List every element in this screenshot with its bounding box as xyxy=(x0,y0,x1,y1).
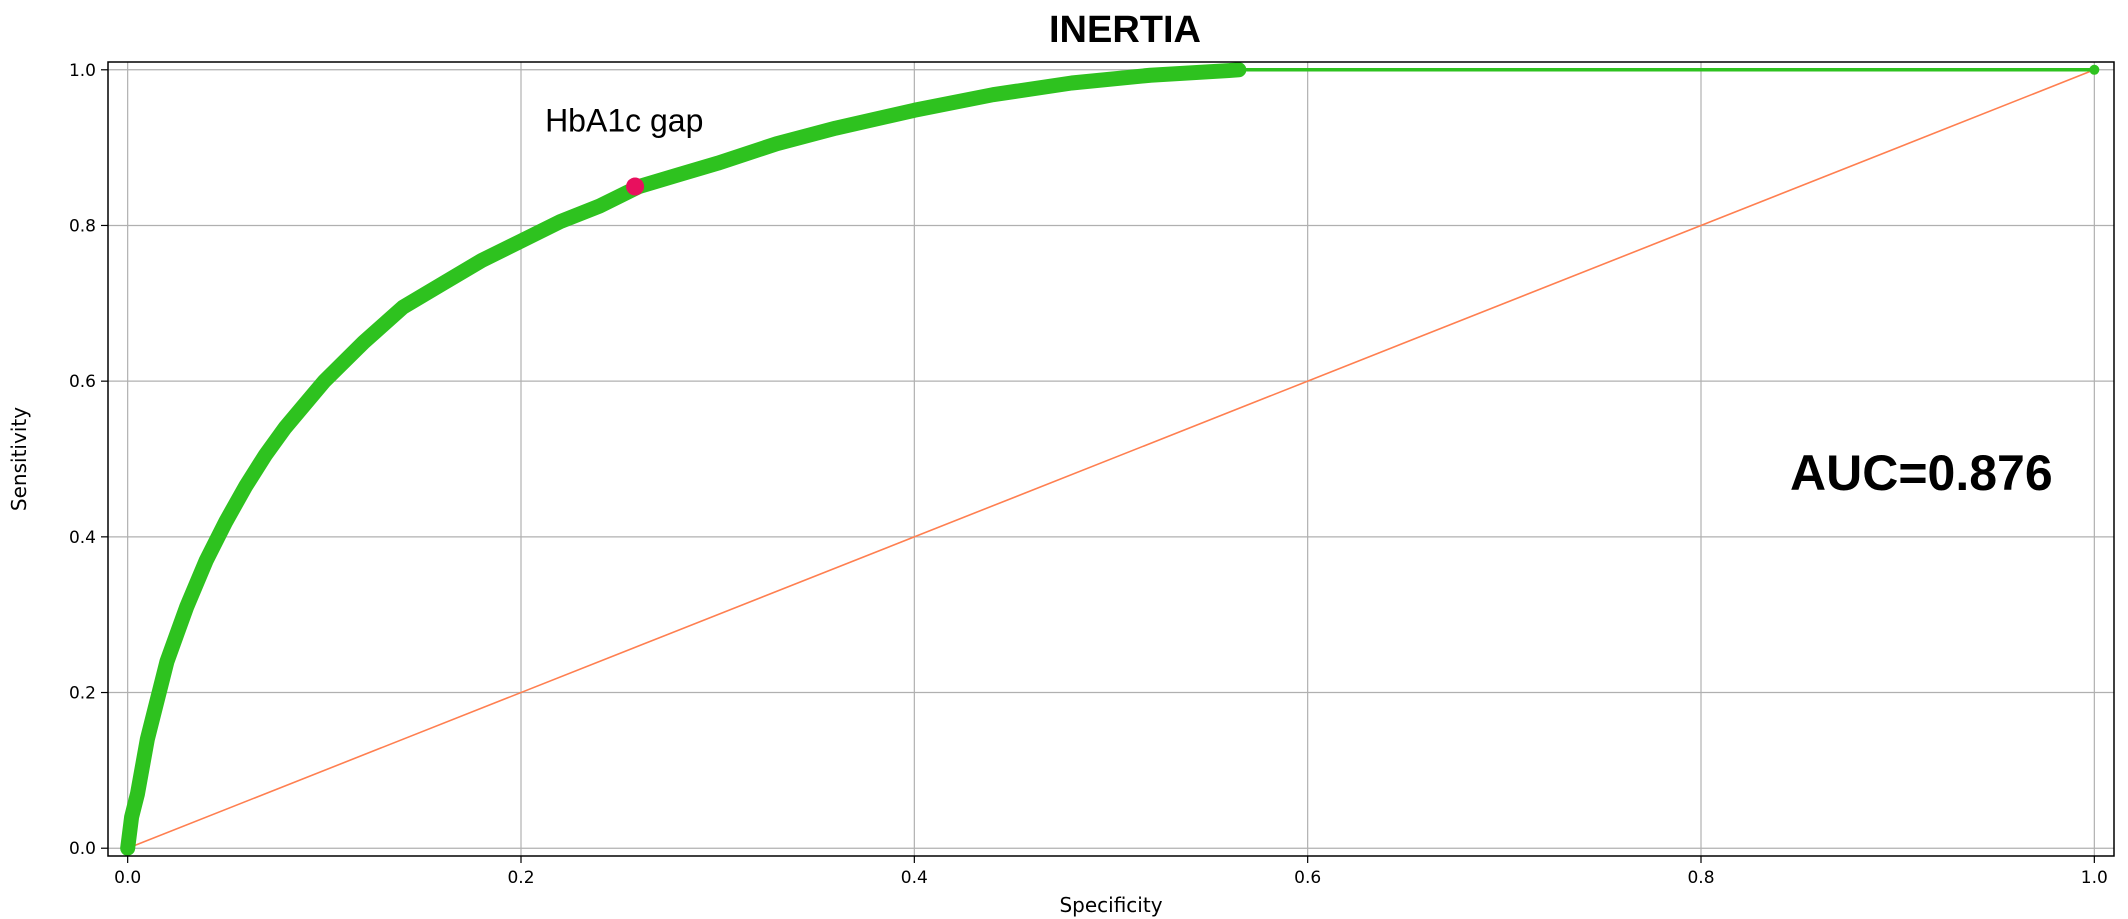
grid-lines xyxy=(108,62,2114,856)
y-tick-label: 0.8 xyxy=(69,216,96,236)
y-axis-label: Sensitivity xyxy=(7,407,31,511)
y-tick-labels: 0.0 0.2 0.4 0.6 0.8 1.0 xyxy=(69,61,108,859)
hba1c-gap-annotation: HbA1c gap xyxy=(545,103,703,139)
x-tick-label: 0.8 xyxy=(1687,868,1714,888)
y-tick-label: 0.0 xyxy=(69,839,96,859)
x-tick-label: 0.2 xyxy=(507,868,534,888)
diagonal-reference-line xyxy=(127,69,2095,849)
x-tick-labels: 0.0 0.2 0.4 0.6 0.8 1.0 xyxy=(114,856,2108,888)
y-tick-label: 1.0 xyxy=(69,61,96,81)
x-tick-label: 0.6 xyxy=(1294,868,1321,888)
x-tick-label: 0.4 xyxy=(901,868,928,888)
hba1c-gap-point xyxy=(626,177,645,196)
y-tick-label: 0.2 xyxy=(69,684,96,704)
diagonal-layer xyxy=(127,69,2095,849)
chart-title: INERTIA xyxy=(1049,9,1201,51)
y-tick-label: 0.4 xyxy=(69,528,96,548)
plot-frame xyxy=(107,61,2115,857)
x-tick-label: 0.0 xyxy=(114,868,141,888)
x-tick-label: 1.0 xyxy=(2081,868,2108,888)
roc-curve xyxy=(120,62,1247,856)
roc-layer xyxy=(120,62,2100,856)
roc-end-point xyxy=(2089,64,2100,75)
roc-start-point xyxy=(122,843,133,854)
auc-annotation: AUC=0.876 xyxy=(1790,445,2053,501)
x-axis-label: Specificity xyxy=(1059,893,1162,917)
y-tick-label: 0.6 xyxy=(69,372,96,392)
